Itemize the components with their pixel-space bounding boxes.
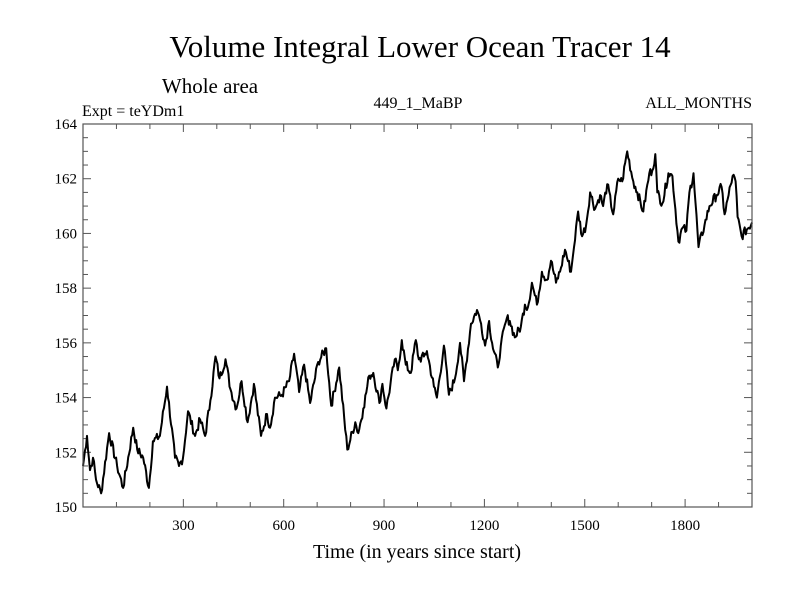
annotation-left: Expt = teYDm1 (82, 103, 184, 120)
y-tick-label: 152 (55, 445, 78, 461)
tick-labels: 300 600 900 1200 1500 1800 150 152 154 156 158 160 1… (55, 117, 701, 534)
y-tick-label: 156 (55, 336, 78, 352)
x-tick-label: 1500 (570, 518, 600, 534)
y-tick-label: 158 (55, 281, 78, 297)
y-tick-label: 150 (55, 500, 78, 516)
x-tick-label: 900 (373, 518, 396, 534)
annotation-right: ALL_MONTHS (645, 95, 752, 112)
annotation-center: 449_1_MaBP (374, 95, 463, 112)
chart-subtitle: Whole area (162, 74, 259, 98)
series-line (82, 150, 753, 495)
y-tick-label: 164 (55, 117, 78, 133)
x-tick-label: 600 (272, 518, 295, 534)
y-tick-label: 154 (55, 391, 78, 407)
x-tick-label: 1200 (469, 518, 499, 534)
x-tick-label: 1800 (670, 518, 700, 534)
y-tick-label: 162 (55, 172, 78, 188)
x-tick-label: 300 (172, 518, 195, 534)
chart-title: Volume Integral Lower Ocean Tracer 14 (169, 29, 671, 64)
y-tick-label: 160 (55, 226, 78, 242)
axis-ticks (83, 124, 752, 507)
x-axis-label: Time (in years since start) (313, 541, 521, 563)
plot-frame (82, 123, 753, 508)
